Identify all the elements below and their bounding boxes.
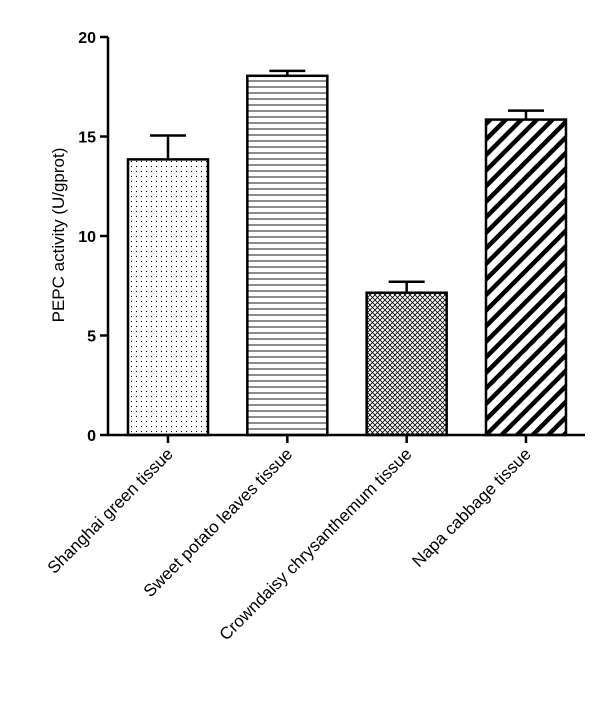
bar-group xyxy=(126,134,210,437)
y-tick-label: 0 xyxy=(87,428,96,445)
x-category-label: Shanghai green tissue xyxy=(44,444,177,577)
y-axis: 0 5 10 15 20 xyxy=(78,30,110,445)
x-category-label: Crowndaisy chrysanthemum tissue xyxy=(216,444,416,644)
y-axis-title: PEPC activity (U/gprot) xyxy=(49,148,68,323)
bar-group xyxy=(365,280,448,437)
y-tick-label: 20 xyxy=(78,30,96,47)
y-tick-label: 15 xyxy=(78,130,96,147)
x-category-label: Napa cabbage tissue xyxy=(408,444,534,570)
bar-group xyxy=(246,69,329,437)
y-tick-label: 10 xyxy=(78,229,96,246)
bars xyxy=(126,69,568,437)
bar xyxy=(365,291,448,437)
bar xyxy=(484,118,568,437)
bar xyxy=(246,74,329,437)
bar xyxy=(126,158,210,437)
bar-group xyxy=(484,109,568,437)
y-tick-label: 5 xyxy=(87,329,96,346)
